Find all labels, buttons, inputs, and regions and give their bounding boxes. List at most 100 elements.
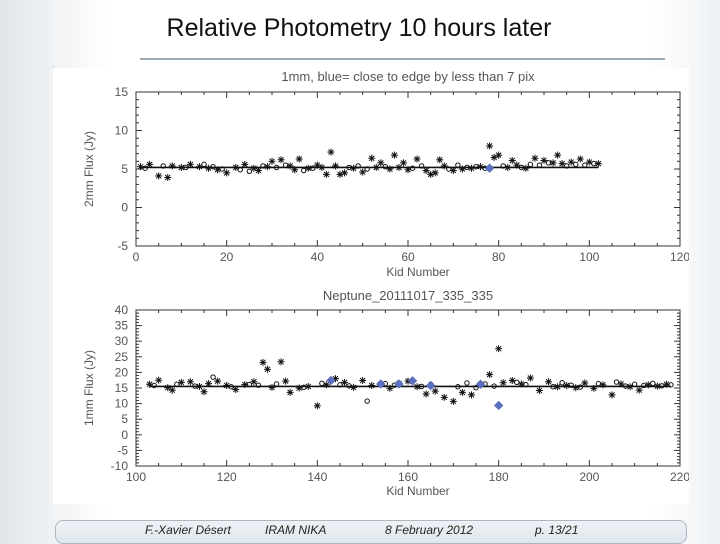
chart1-point-circle (591, 160, 597, 167)
chart1-point-star (372, 163, 380, 171)
chart2-point-star (554, 383, 562, 391)
chart1-point-star (558, 160, 566, 168)
chart1-point-star (241, 160, 249, 168)
chart2-point-star (286, 388, 294, 396)
chart2-point-circle (659, 383, 665, 389)
chart1-point-star (223, 169, 231, 177)
chart1-point-star (567, 158, 575, 166)
chart2-point-star (177, 378, 185, 386)
footer-author: F.-Xavier Désert (145, 523, 231, 537)
chart2-point-star (205, 380, 213, 388)
chart2-xtick-label: 200 (579, 470, 599, 484)
chart1-point-circle (210, 163, 216, 170)
chart2-point-star (508, 377, 516, 385)
chart2-ytick-label: 15 (115, 381, 129, 395)
chart1-point-circle (446, 166, 452, 172)
chart2-point-star (386, 384, 394, 392)
chart1-point-star (386, 165, 394, 173)
chart1-point-star (254, 167, 262, 175)
chart1-xtick-label: 120 (670, 250, 689, 264)
chart1-point-star (436, 156, 444, 164)
chart2-point-circle (550, 384, 556, 390)
chart2-point-circle (491, 383, 497, 389)
chart1-point-circle (183, 164, 189, 171)
footer-date: 8 February 2012 (385, 523, 474, 537)
chart1-point-circle (500, 163, 506, 169)
chart1-xtick-label: 80 (492, 250, 506, 264)
chart2-title: Neptune_20111017_335_335 (323, 288, 493, 303)
chart1-point-circle (301, 167, 307, 174)
chart2-point-diamond (326, 375, 336, 386)
chart1-point-circle (409, 165, 416, 171)
chart2-point-diamond (407, 376, 418, 386)
chart2-point-star (499, 379, 507, 387)
chart1-point-star (268, 157, 276, 165)
chart1-point-star (155, 172, 163, 180)
chart2-ytick-label: 10 (115, 397, 129, 411)
chart2-xtick-label: 180 (489, 470, 509, 484)
chart2-point-circle (210, 374, 216, 380)
chart2-point-circle (622, 383, 629, 389)
chart2-point-star (581, 379, 589, 387)
chart2-ytick-label: 35 (115, 319, 129, 333)
chart1-xtick-label: 100 (579, 250, 599, 264)
chart1-point-circle (455, 162, 461, 168)
chart2-point-circle (301, 384, 307, 391)
chart2-point-star (268, 383, 276, 391)
chart2-point-circle (514, 379, 520, 386)
chart1-point-star (522, 164, 530, 172)
chart1-point-circle (418, 163, 425, 169)
chart1-point-circle (573, 161, 579, 168)
chart2-point-diamond (475, 379, 486, 389)
chart2-point-circle (151, 382, 157, 389)
chart1-point-star (399, 159, 407, 167)
chart1-point-star (431, 169, 439, 177)
chart2-xtick-label: 120 (217, 470, 237, 484)
chart2-point-star (250, 378, 258, 386)
chart1-point-star (368, 154, 376, 162)
chart2-point-diamond (425, 380, 436, 391)
chart2-xtick-label: 140 (307, 470, 327, 484)
chart1-title: 1mm, blue= close to edge by less than 7 … (281, 69, 535, 84)
chart1-point-star (168, 162, 176, 170)
chart2-point-star (486, 371, 494, 379)
chart2-point-circle (337, 382, 343, 388)
chart2-ylabel: 1mm Flux (Jy) (82, 350, 96, 426)
chart1-point-star (594, 160, 602, 168)
chart1-point-star (413, 155, 421, 163)
chart2-xlabel: Kid Number (386, 484, 449, 498)
chart2-point-star (277, 358, 285, 366)
chart2-point-star (572, 384, 580, 392)
chart2-point-star (186, 378, 194, 386)
chart1-point-circle (219, 166, 225, 172)
chart2-point-circle (613, 379, 620, 385)
chart1-point-circle (237, 167, 243, 173)
chart1-point-diamond (484, 163, 495, 173)
chart2-point-star (440, 393, 448, 401)
chart2-point-circle (559, 379, 565, 386)
chart1-point-star (540, 157, 548, 165)
chart2-xtick-label: 100 (126, 470, 146, 484)
chart1-point-star (277, 156, 285, 164)
chart2-plot-frame (135, 309, 681, 467)
chart1-point-star (508, 157, 516, 165)
chart2-point-star (535, 386, 543, 394)
chart2-point-circle (246, 381, 253, 388)
chart2-point-star (214, 377, 222, 385)
chart1-point-circle (355, 163, 361, 169)
chart1-point-star (486, 142, 494, 150)
chart1-xlabel: Kid Number (386, 265, 449, 279)
chart2-point-circle (455, 384, 461, 390)
chart2-ytick-label: 30 (115, 334, 129, 348)
chart1-point-circle (260, 163, 266, 169)
chart1-point-star (495, 151, 503, 159)
chart1-point-star (359, 168, 367, 176)
chart2-ytick-label: -10 (111, 459, 129, 473)
chart2-ytick-label: -5 (117, 443, 128, 457)
chart1-point-star (186, 160, 194, 168)
chart2-point-star (467, 391, 475, 399)
chart1-point-circle (273, 164, 280, 171)
chart1-point-star (513, 161, 521, 169)
chart1-xtick-label: 0 (133, 250, 140, 264)
chart2-point-star (263, 365, 271, 373)
